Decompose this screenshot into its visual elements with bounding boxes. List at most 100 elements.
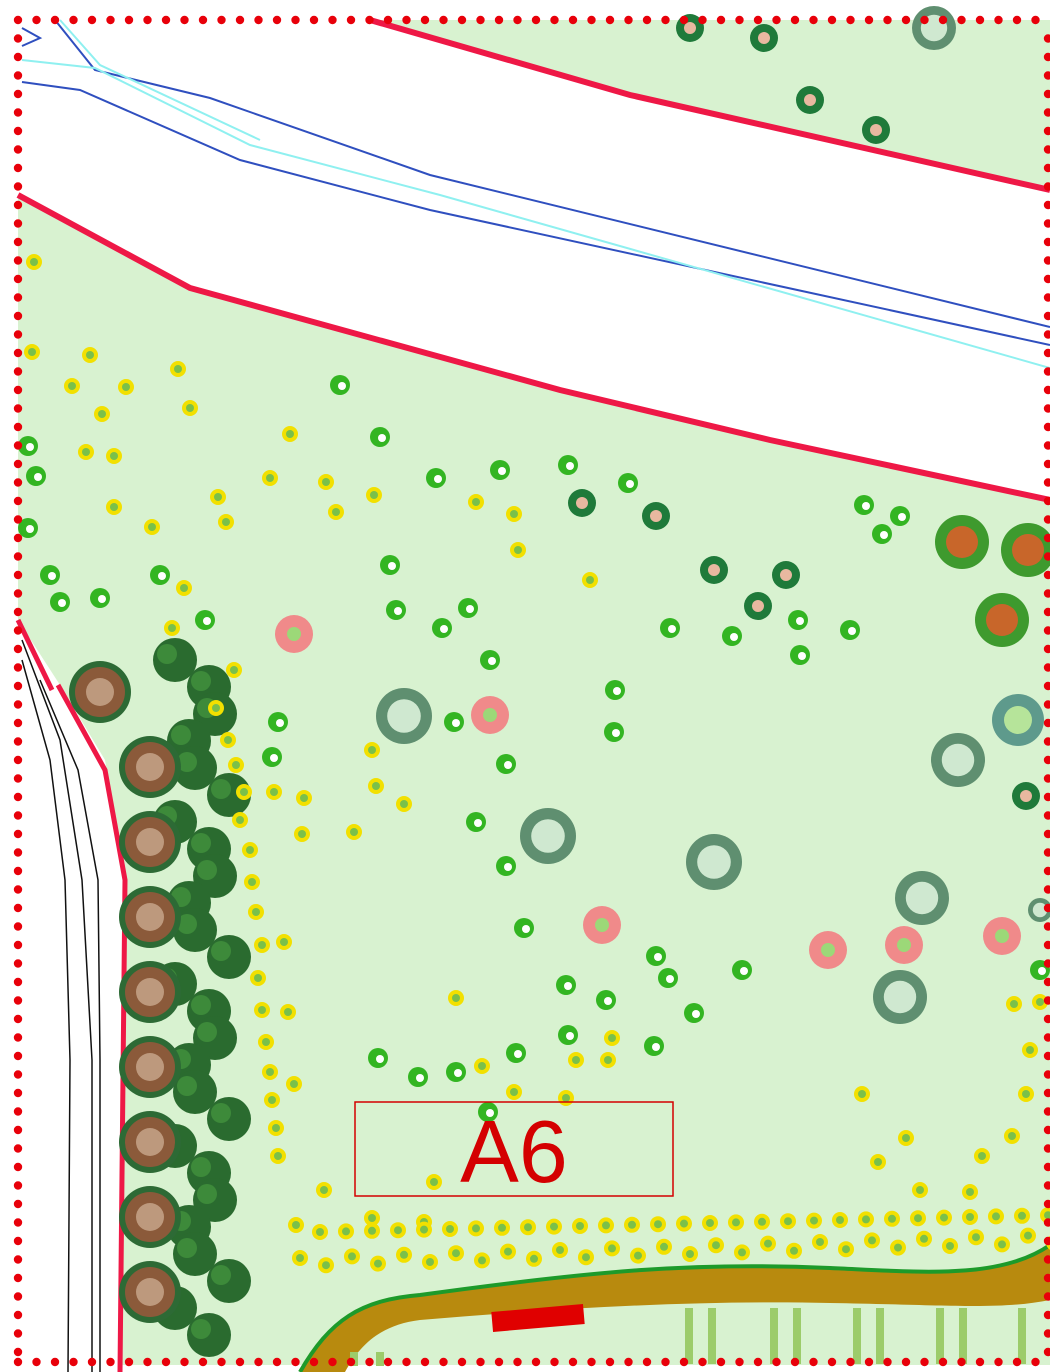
boundary-dot xyxy=(420,15,430,25)
boundary-dot xyxy=(975,1357,985,1367)
boundary-dot xyxy=(1043,126,1050,136)
boundary-dot xyxy=(1043,1310,1050,1320)
shrub-center xyxy=(740,967,748,975)
dark-tree-center xyxy=(650,510,662,522)
flower-center xyxy=(712,1241,720,1250)
flower-center xyxy=(174,365,182,373)
boundary-dot xyxy=(13,1088,23,1098)
flower-center xyxy=(1044,1211,1050,1220)
boundary-dot xyxy=(309,1357,319,1367)
fence-bar xyxy=(959,1308,967,1364)
boundary-dot xyxy=(13,1218,23,1227)
flower-center xyxy=(966,1213,974,1221)
dark-tree-center xyxy=(752,600,764,612)
boundary-dot xyxy=(13,848,23,857)
brown-tree-center xyxy=(136,1128,164,1156)
boundary-dot xyxy=(180,1357,189,1367)
boundary-dot xyxy=(198,1357,208,1367)
flower-center xyxy=(868,1236,876,1245)
flower-center xyxy=(342,1227,350,1236)
boundary-dot xyxy=(69,15,78,25)
boundary-dot xyxy=(679,1357,689,1367)
boundary-dot xyxy=(1043,478,1050,487)
boundary-dot xyxy=(790,1357,800,1367)
teal-tree-center xyxy=(1004,706,1032,734)
flower-center xyxy=(738,1248,746,1257)
boundary-dot xyxy=(365,15,374,25)
boundary-dot xyxy=(975,15,985,25)
flower-center xyxy=(608,1034,616,1042)
road-center-line xyxy=(21,59,1050,369)
boundary-dot xyxy=(1043,71,1050,80)
shrub-center xyxy=(504,863,512,871)
flower-center xyxy=(266,1068,274,1076)
boundary-dot xyxy=(883,1357,892,1367)
boundary-dot xyxy=(420,1357,430,1367)
boundary-dot xyxy=(1043,237,1050,247)
boundary-dot xyxy=(439,15,448,25)
boundary-dot xyxy=(957,15,966,25)
flower-center xyxy=(920,1234,928,1243)
flower-center xyxy=(372,782,380,790)
pink-tree-center xyxy=(821,943,835,957)
boundary-dot xyxy=(13,330,23,339)
boundary-dot xyxy=(1043,1070,1050,1079)
hedge-leaf xyxy=(191,1157,211,1177)
flower-center xyxy=(452,994,460,1002)
shrub-center xyxy=(504,761,512,769)
flower-center xyxy=(1018,1211,1026,1220)
boundary-dot xyxy=(624,15,633,25)
hedge-leaf xyxy=(171,725,191,745)
flower-center xyxy=(300,794,308,802)
branch-tree-center xyxy=(1012,534,1044,566)
shrub-center xyxy=(338,382,346,390)
boundary-dot xyxy=(13,422,23,432)
dark-tree-center xyxy=(758,32,770,44)
grey-tree-center xyxy=(387,699,421,733)
boundary-dot xyxy=(13,89,23,99)
boundary-dot xyxy=(938,1357,948,1367)
boundary-dot xyxy=(50,15,60,25)
fence-bar xyxy=(770,1308,778,1364)
pink-tree-center xyxy=(995,929,1009,943)
boundary-dot xyxy=(864,1357,874,1367)
boundary-dot xyxy=(13,977,23,987)
zone-label: A6 xyxy=(460,1102,568,1201)
boundary-dot xyxy=(309,15,319,25)
flower-center xyxy=(374,1259,382,1268)
boundary-dot xyxy=(1043,34,1050,43)
boundary-dot xyxy=(13,681,23,691)
flower-center xyxy=(862,1215,870,1224)
boundary-dot xyxy=(1043,1033,1050,1042)
boundary-dot xyxy=(13,1144,23,1153)
boundary-dot xyxy=(698,15,707,25)
boundary-dot xyxy=(1043,330,1050,339)
boundary-dot xyxy=(790,15,800,25)
boundary-dot xyxy=(457,15,467,25)
grey-tree-center xyxy=(883,980,917,1014)
boundary-dot xyxy=(402,1357,411,1367)
shrub-group xyxy=(18,375,1050,1122)
site-boundary-dots xyxy=(13,15,1050,1367)
boundary-dot xyxy=(550,15,559,25)
boundary-dot xyxy=(1043,1144,1050,1153)
shrub-center xyxy=(796,617,804,625)
boundary-dot xyxy=(1043,1273,1050,1283)
footpath xyxy=(300,1245,1050,1372)
shrub-center xyxy=(466,605,474,613)
pink-tree-center xyxy=(897,938,911,952)
flower-center xyxy=(914,1214,922,1223)
boundary-dot xyxy=(13,755,23,765)
boundary-dot xyxy=(328,1357,337,1367)
flower-center xyxy=(274,1152,282,1160)
boundary-dot xyxy=(1043,774,1050,783)
flower-center xyxy=(764,1239,772,1248)
hedge-leaf xyxy=(197,1022,217,1042)
flower-center xyxy=(28,348,36,356)
boundary-dot xyxy=(1043,1199,1050,1209)
flower-center xyxy=(1008,1132,1016,1140)
road-edge-line xyxy=(21,81,1050,346)
flower-center xyxy=(186,404,194,412)
boundary-dot xyxy=(13,108,23,117)
